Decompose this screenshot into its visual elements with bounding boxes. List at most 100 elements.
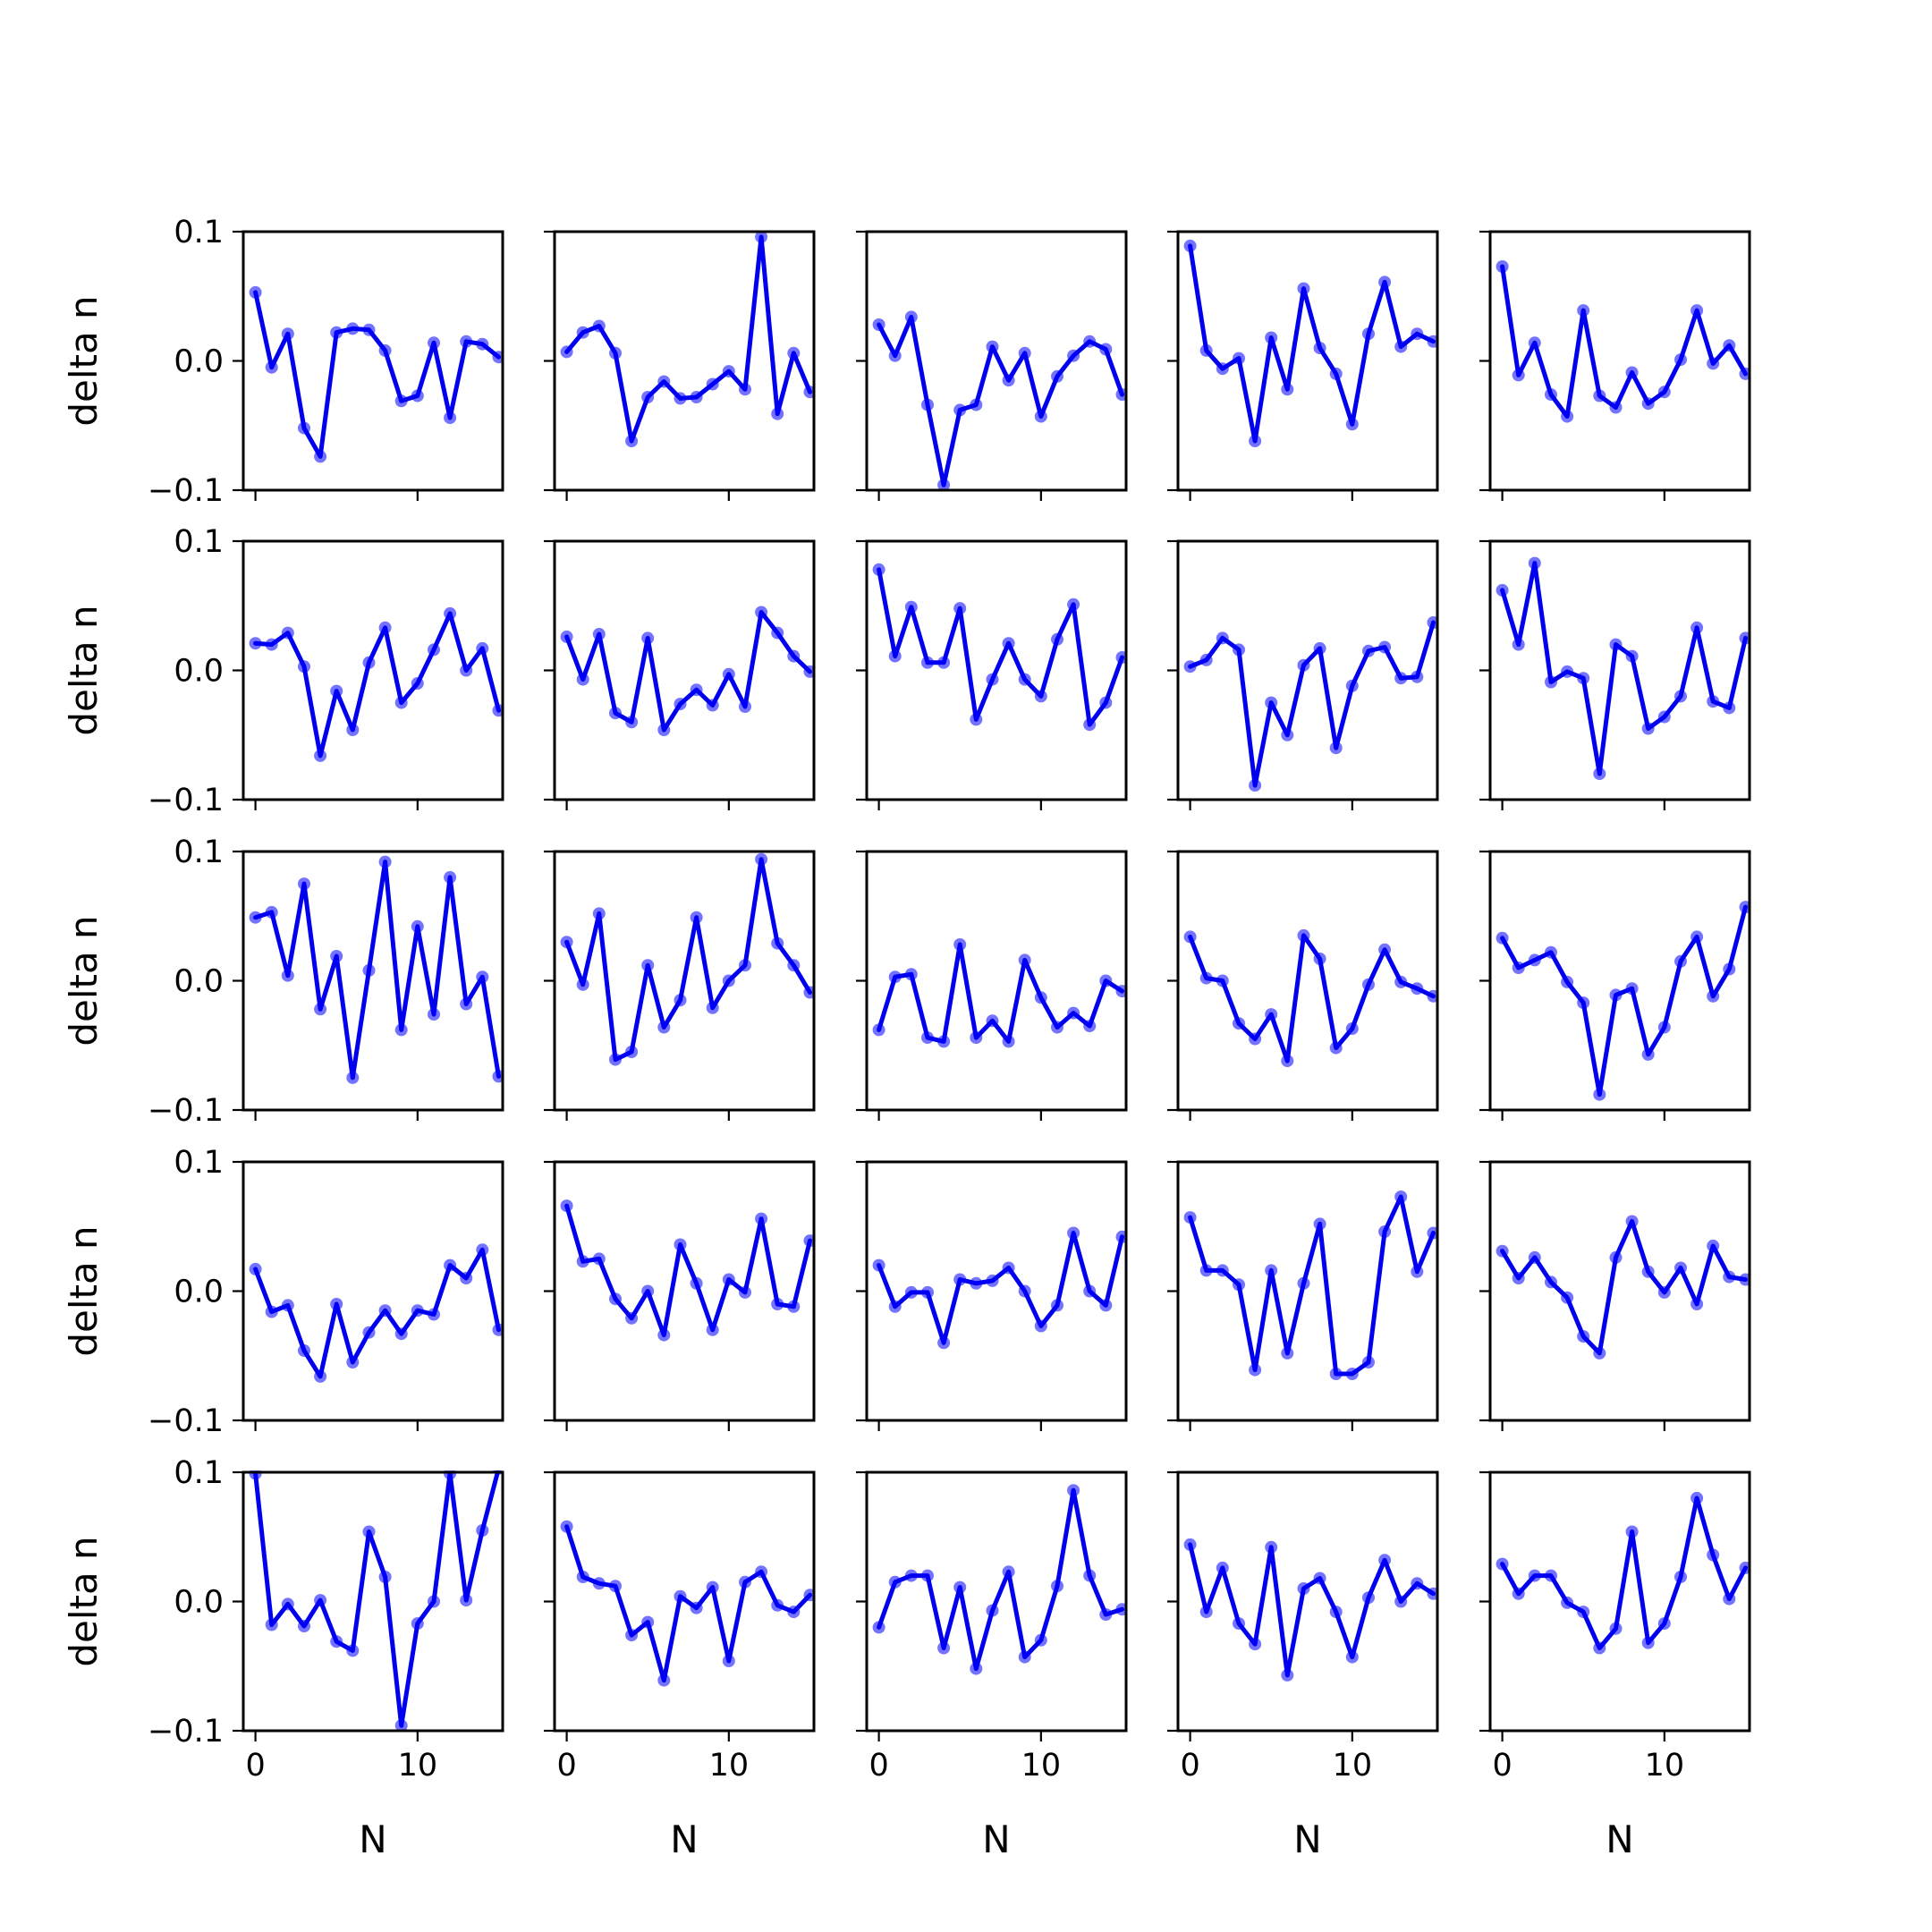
- data-point: [1394, 1595, 1408, 1608]
- data-point: [755, 606, 768, 619]
- data-point: [314, 1003, 327, 1016]
- data-point: [986, 340, 999, 353]
- data-point: [755, 230, 768, 243]
- data-point: [690, 683, 703, 697]
- data-point: [330, 684, 343, 698]
- data-point: [1002, 1565, 1015, 1579]
- data-point: [921, 1031, 934, 1045]
- panel-r2-c3: [856, 539, 1128, 810]
- series-line: [564, 1203, 812, 1338]
- series-line: [253, 1247, 501, 1379]
- y-tick-label: 0.0: [174, 654, 224, 690]
- data-point: [1067, 1006, 1080, 1020]
- panel-r1-c2: [544, 230, 816, 501]
- panel-r3-c5: [1479, 850, 1751, 1121]
- data-point: [1739, 367, 1750, 380]
- series-line: [253, 290, 501, 459]
- series-line: [1188, 1194, 1436, 1377]
- data-point: [330, 326, 343, 339]
- data-point: [1411, 982, 1424, 996]
- data-point: [1297, 1276, 1310, 1290]
- data-point: [476, 1524, 489, 1537]
- data-point: [722, 365, 735, 378]
- data-point: [1609, 401, 1623, 414]
- data-point: [937, 1641, 951, 1655]
- data-point: [411, 677, 424, 690]
- data-point: [888, 1575, 902, 1589]
- data-point: [921, 1285, 934, 1299]
- data-point: [1329, 1606, 1343, 1619]
- data-point: [362, 1326, 376, 1339]
- data-point: [1216, 1561, 1229, 1574]
- x-tick-label: 0: [1180, 1748, 1199, 1784]
- axes-frame: [553, 539, 816, 801]
- data-point: [592, 628, 606, 640]
- data-point: [378, 855, 392, 869]
- data-point: [1249, 1032, 1262, 1046]
- data-point: [1561, 665, 1574, 678]
- data-point: [641, 1284, 655, 1298]
- data-point: [592, 1252, 606, 1266]
- data-point: [265, 905, 278, 919]
- x-tick-label: 10: [1021, 1748, 1062, 1784]
- series-line: [1188, 1542, 1436, 1678]
- data-point: [492, 704, 503, 717]
- data-point: [592, 1577, 606, 1590]
- data-point: [1034, 410, 1047, 423]
- panels-layer: 0.1 0.0 −0.1 delta n 0.1 0.0 −0.1 delta n 0.1 0.0…: [62, 215, 1751, 1861]
- data-point: [1674, 690, 1687, 703]
- data-point: [1641, 722, 1655, 735]
- data-point: [625, 1629, 639, 1642]
- series-line: [877, 1487, 1124, 1672]
- data-point: [674, 698, 687, 711]
- data-point: [394, 1719, 408, 1733]
- data-point: [1593, 1641, 1606, 1655]
- data-point: [1313, 342, 1326, 355]
- series-line: [253, 611, 501, 758]
- y-tick-label: −0.1: [148, 783, 224, 818]
- data-point: [281, 327, 294, 341]
- data-point: [444, 1258, 457, 1272]
- data-point: [1427, 989, 1437, 1003]
- data-point: [1378, 640, 1392, 654]
- data-point: [1099, 974, 1113, 987]
- data-point: [1690, 930, 1704, 944]
- data-point: [428, 1008, 440, 1021]
- data-point: [1739, 1273, 1750, 1286]
- data-point: [904, 1569, 918, 1582]
- data-point: [411, 919, 424, 933]
- data-point: [1411, 1577, 1424, 1590]
- data-point: [1051, 369, 1063, 383]
- data-point: [378, 1304, 392, 1318]
- panel-r4-c5: [1479, 1160, 1751, 1431]
- data-point: [641, 1615, 655, 1629]
- data-point: [428, 336, 440, 350]
- series-line: [877, 567, 1124, 727]
- data-point: [1329, 1368, 1343, 1380]
- data-point: [346, 1644, 360, 1657]
- data-point: [428, 1595, 440, 1608]
- data-point: [1561, 975, 1574, 988]
- y-axis-label: delta n: [62, 915, 106, 1046]
- y-tick-label: −0.1: [148, 1714, 224, 1750]
- data-point: [1707, 357, 1720, 370]
- data-point: [1183, 660, 1197, 674]
- data-point: [904, 310, 918, 324]
- y-tick-label: 0.0: [174, 1275, 224, 1310]
- data-point: [460, 997, 473, 1011]
- data-point: [1394, 1191, 1408, 1203]
- x-tick-label: 0: [1492, 1748, 1512, 1784]
- data-point: [1674, 1261, 1687, 1275]
- data-point: [1609, 638, 1623, 651]
- data-point: [460, 664, 473, 677]
- data-point: [1528, 336, 1541, 350]
- data-point: [346, 724, 360, 736]
- y-axis-label: delta n: [62, 295, 106, 426]
- data-point: [1183, 1211, 1197, 1224]
- x-tick-label: 10: [1333, 1748, 1373, 1784]
- data-point: [1183, 930, 1197, 944]
- data-point: [872, 1621, 886, 1634]
- data-point: [771, 626, 784, 640]
- data-point: [1690, 1491, 1704, 1504]
- data-point: [657, 1328, 671, 1342]
